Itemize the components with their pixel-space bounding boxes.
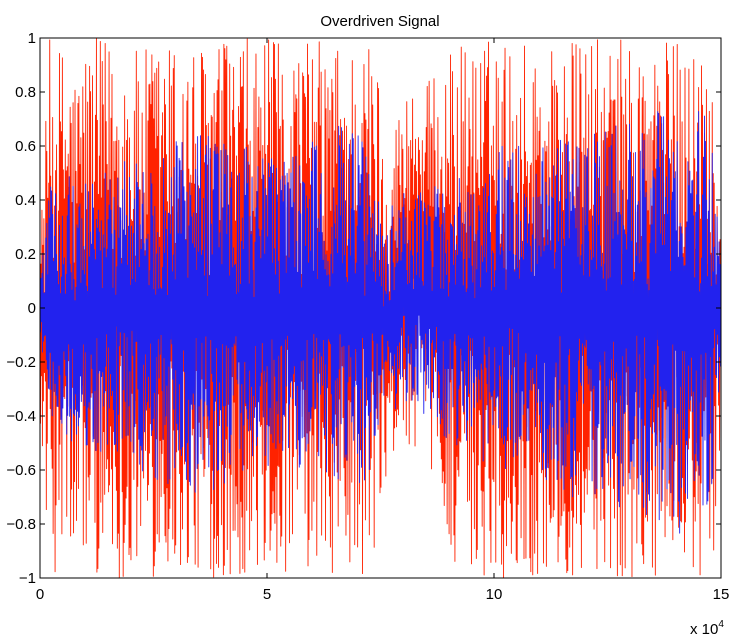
y-tick-label: −0.8 [6,516,36,533]
y-tick-label: −0.2 [6,354,36,371]
y-tick-label: 0.6 [15,138,36,155]
x-tick-label: 10 [486,586,503,603]
y-tick-label: 1 [28,30,36,47]
x-axis-multiplier-exponent: 4 [718,619,724,630]
x-tick-label: 5 [263,586,271,603]
y-tick-label: 0.8 [15,84,36,101]
x-tick-label: 15 [713,586,730,603]
y-tick-label: −1 [19,570,36,587]
x-axis-multiplier: x 104 [690,619,724,638]
y-tick-label: 0 [28,300,36,317]
chart-title: Overdriven Signal [320,13,439,30]
x-tick-label: 0 [36,586,44,603]
y-tick-label: −0.4 [6,408,36,425]
axis-layer: 10.80.60.40.20−0.2−0.4−0.6−0.8−10 5 10 15 [6,30,729,603]
y-tick-label: 0.2 [15,246,36,263]
series-line-blue [40,111,721,534]
y-tick-label: 0.4 [15,192,36,209]
series-layer [40,38,721,578]
y-tick-label: −0.6 [6,462,36,479]
x-axis-multiplier-base: x 10 [690,621,718,638]
